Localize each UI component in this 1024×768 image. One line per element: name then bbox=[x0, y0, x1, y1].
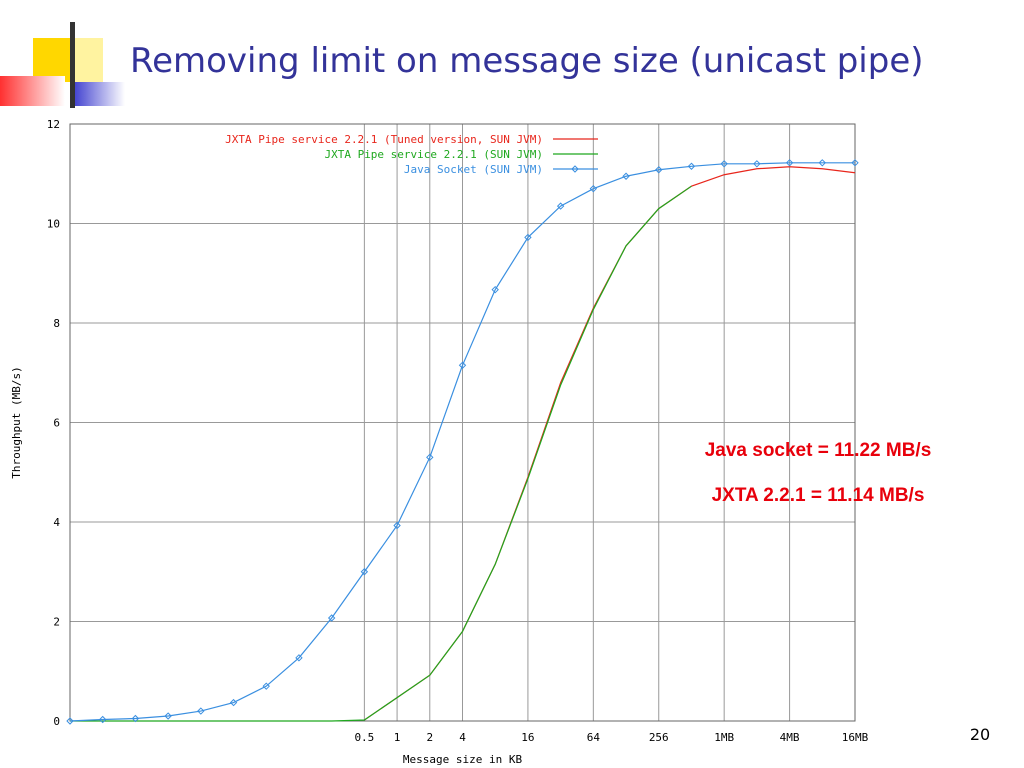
legend-label: JXTA Pipe service 2.2.1 (SUN JVM) bbox=[324, 148, 543, 161]
series-line bbox=[70, 185, 692, 722]
point-marker bbox=[327, 614, 336, 622]
point-marker bbox=[720, 160, 728, 168]
point-marker bbox=[99, 715, 107, 724]
x-tick-label: 4 bbox=[459, 731, 466, 744]
x-tick-label: 1 bbox=[394, 731, 401, 744]
point-marker bbox=[295, 654, 303, 662]
x-tick-label: 4MB bbox=[780, 731, 800, 744]
x-tick-label: 16MB bbox=[842, 731, 869, 744]
x-tick-label: 2 bbox=[426, 731, 433, 744]
point-marker bbox=[753, 160, 761, 168]
page-number: 20 bbox=[970, 725, 990, 744]
point-marker bbox=[229, 698, 238, 707]
point-marker bbox=[491, 285, 499, 294]
y-tick-label: 4 bbox=[53, 516, 60, 529]
legend-label: JXTA Pipe service 2.2.1 (Tuned version, … bbox=[225, 133, 543, 146]
point-marker bbox=[622, 172, 630, 180]
y-tick-label: 10 bbox=[47, 218, 60, 231]
point-marker bbox=[131, 714, 140, 723]
point-marker bbox=[851, 159, 859, 167]
point-marker bbox=[556, 202, 565, 210]
legend-label: Java Socket (SUN JVM) bbox=[404, 163, 543, 176]
y-tick-label: 6 bbox=[53, 417, 60, 430]
y-tick-label: 0 bbox=[53, 715, 60, 728]
y-tick-label: 8 bbox=[53, 317, 60, 330]
x-tick-label: 1MB bbox=[714, 731, 734, 744]
series-line bbox=[69, 162, 855, 722]
point-marker bbox=[197, 707, 205, 715]
point-marker bbox=[426, 453, 434, 462]
point-marker bbox=[687, 162, 696, 170]
plot-frame bbox=[69, 123, 856, 722]
point-marker bbox=[524, 233, 532, 242]
point-marker bbox=[655, 166, 663, 174]
point-marker bbox=[262, 682, 270, 690]
x-tick-label: 64 bbox=[587, 731, 601, 744]
x-tick-label: 256 bbox=[649, 731, 669, 744]
x-axis-label: Message size in KB bbox=[403, 753, 523, 766]
y-tick-label: 12 bbox=[47, 118, 60, 131]
point-marker bbox=[458, 361, 467, 369]
point-marker bbox=[393, 521, 401, 530]
slide-title: Removing limit on message size (unicast … bbox=[130, 41, 924, 81]
legend-marker bbox=[571, 165, 579, 173]
point-marker bbox=[818, 159, 826, 167]
point-marker bbox=[164, 712, 172, 720]
x-tick-label: 16 bbox=[521, 731, 534, 744]
point-marker bbox=[66, 717, 74, 725]
deco-yellow-light bbox=[75, 38, 103, 82]
y-tick-label: 2 bbox=[53, 616, 60, 629]
x-tick-label: 0.5 bbox=[354, 731, 374, 744]
deco-red bbox=[0, 76, 65, 106]
point-marker bbox=[785, 159, 794, 167]
point-marker bbox=[360, 568, 369, 576]
y-axis-label: Throughput (MB/s) bbox=[10, 366, 23, 479]
deco-line bbox=[70, 22, 75, 108]
deco-blue bbox=[70, 82, 125, 106]
annotation: JXTA 2.2.1 = 11.14 MB/s bbox=[712, 485, 925, 506]
point-marker bbox=[589, 184, 598, 193]
deco-yellow bbox=[33, 38, 75, 82]
annotation: Java socket = 11.22 MB/s bbox=[705, 440, 932, 461]
